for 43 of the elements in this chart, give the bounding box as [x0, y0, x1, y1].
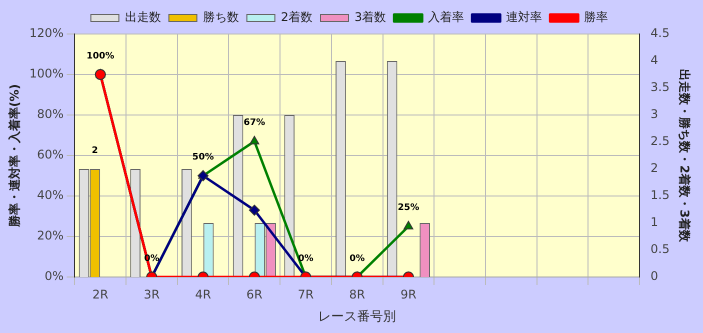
data-label: 50% [192, 152, 214, 163]
y2-tick-label: 2.5 [650, 134, 670, 148]
y2-tick-label: 3.5 [650, 80, 670, 94]
x-axis-title: レース番号別 [318, 310, 396, 325]
y-tick-label: 40% [37, 188, 64, 202]
y2-tick-label: 1 [650, 215, 658, 230]
y-tick-label: 80% [37, 107, 64, 122]
y2-tick-label: 3 [650, 107, 658, 122]
y2-tick-label: 0 [650, 269, 658, 284]
y2-tick-label: 4.5 [650, 26, 670, 40]
x-tick-label: 2R [92, 287, 108, 302]
y2-tick-label: 1.5 [650, 188, 670, 202]
legend-label: 3着数 [354, 10, 386, 24]
x-tick-label: 7R [298, 287, 314, 302]
point [198, 170, 209, 182]
y-tick-label: 120% [29, 26, 64, 40]
y2-tick-label: 0.5 [650, 242, 670, 256]
data-label: 100% [86, 51, 114, 62]
y2-tick-label: 4 [650, 53, 658, 68]
y-tick-label: 20% [37, 228, 64, 243]
data-label: 0% [349, 254, 365, 264]
data-label: 67% [244, 118, 266, 128]
y-tick-label: 60% [37, 148, 64, 162]
legend-label: 入着率 [428, 10, 464, 24]
point [404, 220, 414, 230]
legend-label: 出走数 [124, 10, 161, 24]
y-axis-title: 勝率・連対率・入着率(%) [7, 84, 22, 228]
y-tick-label: 100% [29, 66, 64, 81]
x-tick-label: 9R [400, 287, 416, 302]
x-tick-label: 8R [349, 287, 366, 302]
data-label: 2 [92, 146, 98, 156]
x-tick-label: 4R [195, 287, 212, 302]
legend-label: 勝率 [584, 10, 608, 24]
data-label: 25% [398, 203, 420, 214]
legend-label: 勝ち数 [202, 10, 239, 24]
y2-tick-label: 2 [650, 161, 658, 176]
y2-axis-title: 出走数・勝ち数・2着数・3着数 [678, 69, 692, 243]
legend-label: 連対率 [506, 10, 542, 24]
x-tick-label: 6R [246, 287, 262, 302]
point [250, 136, 260, 144]
x-tick-label: 3R [144, 287, 160, 302]
y-tick-label: 0% [44, 269, 64, 284]
legend-label: 2着数 [280, 10, 313, 24]
